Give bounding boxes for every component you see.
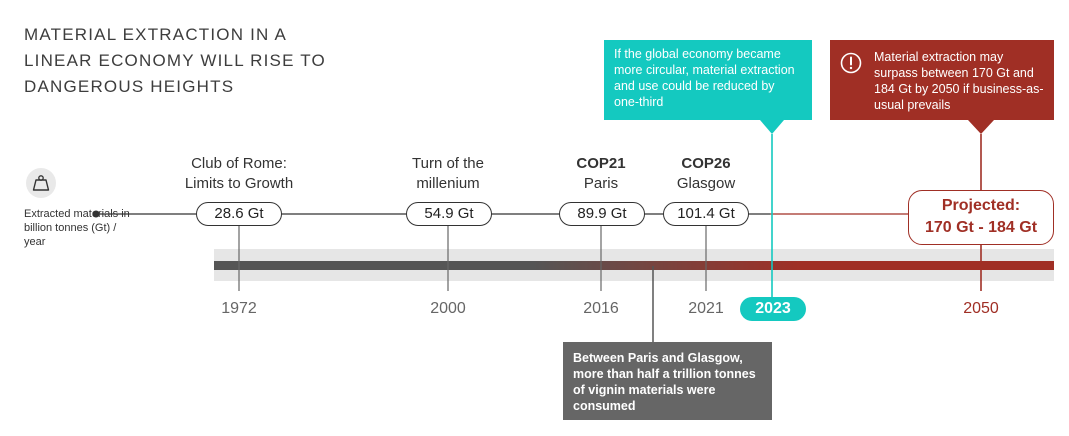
cyan-callout-pointer [760, 120, 784, 134]
legend-label: Extracted materials in billion tonnes (G… [24, 208, 130, 248]
circular-economy-callout: If the global economy became more circul… [604, 40, 812, 120]
milestone-line-2: Limits to Growth [184, 175, 294, 192]
milestone-line-1: COP21 [576, 155, 626, 172]
weight-icon-circle [26, 168, 56, 198]
projection-line-2: 170 Gt - 184 Gt [924, 219, 1038, 236]
milestone-line-1: Turn of the [412, 155, 484, 172]
value-pill-1972: 28.6 Gt [196, 202, 282, 226]
red-callout-pointer [968, 120, 994, 134]
title-line-1: MATERIAL EXTRACTION IN A [24, 25, 288, 44]
consumed-callout: Between Paris and Glasgow, more than hal… [563, 342, 772, 420]
warning-callout-text: Material extraction may surpass between … [874, 50, 1044, 112]
milestone-line-1: COP26 [681, 155, 731, 172]
milestone-line-2: millenium [416, 175, 480, 192]
milestone-cop21: COP21 Paris [561, 154, 641, 194]
value-pill-2021: 101.4 Gt [663, 202, 749, 226]
year-2000: 2000 [430, 300, 466, 317]
value-pill-2016: 89.9 Gt [559, 202, 645, 226]
milestone-line-1: Club of Rome: [191, 155, 287, 172]
value-pill-2000: 54.9 Gt [406, 202, 492, 226]
page-title: MATERIAL EXTRACTION IN A LINEAR ECONOMY … [24, 22, 364, 100]
title-line-3: DANGEROUS HEIGHTS [24, 77, 235, 96]
year-2023-badge: 2023 [740, 297, 806, 321]
milestone-millenium: Turn of the millenium [388, 154, 508, 194]
exclamation-circle-icon [840, 52, 862, 74]
milestone-club-of-rome: Club of Rome: Limits to Growth [169, 154, 309, 194]
milestone-line-2: Glasgow [676, 175, 736, 192]
year-2016: 2016 [583, 300, 619, 317]
warning-callout: Material extraction may surpass between … [830, 40, 1054, 120]
projection-box: Projected: 170 Gt - 184 Gt [908, 190, 1054, 245]
year-2021: 2021 [688, 300, 724, 317]
weight-icon [32, 175, 50, 191]
milestone-line-2: Paris [583, 175, 619, 192]
projection-line-1: Projected: [941, 197, 1021, 214]
timeline-bar [214, 261, 1054, 270]
title-line-2: LINEAR ECONOMY WILL RISE TO [24, 51, 326, 70]
year-2050: 2050 [963, 300, 999, 317]
milestone-cop26: COP26 Glasgow [666, 154, 746, 194]
year-1972: 1972 [221, 300, 257, 317]
